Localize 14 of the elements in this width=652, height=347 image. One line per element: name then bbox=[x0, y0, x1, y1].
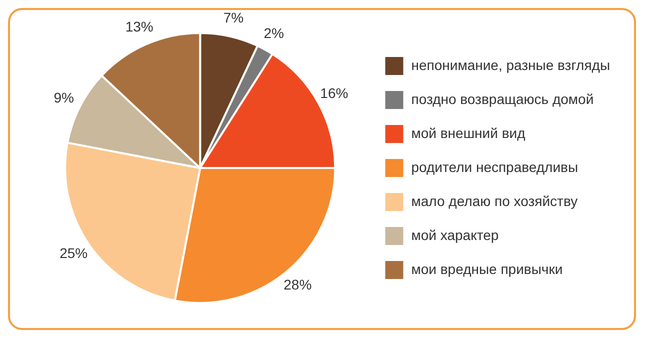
legend-label: мой внешний вид bbox=[411, 124, 526, 141]
legend-label: родители несправедливы bbox=[411, 158, 578, 175]
data-label: 9% bbox=[54, 89, 74, 106]
data-label: 13% bbox=[125, 18, 154, 34]
legend-label: мои вредные привычки bbox=[411, 260, 563, 277]
legend-label: непонимание, разные взгляды bbox=[411, 56, 610, 73]
data-label: 25% bbox=[60, 244, 88, 261]
legend-label: мало делаю по хозяйству bbox=[411, 192, 578, 209]
data-label: 2% bbox=[264, 24, 284, 41]
data-label: 16% bbox=[320, 85, 348, 102]
legend-label: поздно возвращаюсь домой bbox=[411, 90, 594, 107]
data-label: 7% bbox=[223, 10, 244, 26]
data-label: 28% bbox=[284, 276, 312, 293]
legend-label: мой характер bbox=[411, 226, 499, 243]
